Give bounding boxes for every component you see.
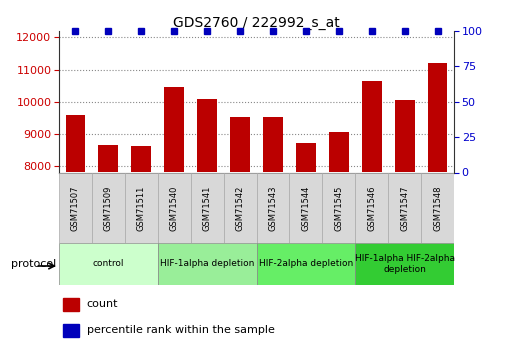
FancyBboxPatch shape xyxy=(191,172,224,243)
FancyBboxPatch shape xyxy=(59,243,158,285)
FancyBboxPatch shape xyxy=(355,172,388,243)
Bar xyxy=(197,99,217,172)
Bar xyxy=(296,143,315,172)
FancyBboxPatch shape xyxy=(256,172,289,243)
FancyBboxPatch shape xyxy=(355,243,454,285)
Text: control: control xyxy=(93,259,124,268)
FancyBboxPatch shape xyxy=(158,172,191,243)
FancyBboxPatch shape xyxy=(289,172,322,243)
Bar xyxy=(394,100,415,172)
Text: GSM71541: GSM71541 xyxy=(203,185,212,230)
Text: GSM71509: GSM71509 xyxy=(104,185,113,230)
Text: GSM71543: GSM71543 xyxy=(268,185,278,230)
Text: GSM71511: GSM71511 xyxy=(137,185,146,230)
Bar xyxy=(428,63,447,172)
Text: GSM71540: GSM71540 xyxy=(170,185,179,230)
Text: HIF-1alpha HIF-2alpha
depletion: HIF-1alpha HIF-2alpha depletion xyxy=(354,254,455,274)
Text: GSM71546: GSM71546 xyxy=(367,185,376,230)
FancyBboxPatch shape xyxy=(158,243,256,285)
Text: protocol: protocol xyxy=(11,259,56,269)
FancyBboxPatch shape xyxy=(92,172,125,243)
Text: GSM71542: GSM71542 xyxy=(235,185,245,230)
Bar xyxy=(63,298,79,310)
Text: count: count xyxy=(87,299,118,309)
FancyBboxPatch shape xyxy=(59,172,92,243)
Text: GSM71507: GSM71507 xyxy=(71,185,80,230)
FancyBboxPatch shape xyxy=(125,172,158,243)
Bar xyxy=(362,81,382,172)
FancyBboxPatch shape xyxy=(421,172,454,243)
Bar xyxy=(164,87,184,172)
FancyBboxPatch shape xyxy=(388,172,421,243)
Text: percentile rank within the sample: percentile rank within the sample xyxy=(87,325,274,335)
Bar xyxy=(329,132,349,172)
Text: HIF-1alpha depletion: HIF-1alpha depletion xyxy=(160,259,254,268)
Text: GSM71544: GSM71544 xyxy=(301,185,310,230)
Text: HIF-2alpha depletion: HIF-2alpha depletion xyxy=(259,259,353,268)
Text: GSM71548: GSM71548 xyxy=(433,185,442,230)
FancyBboxPatch shape xyxy=(256,243,355,285)
FancyBboxPatch shape xyxy=(322,172,355,243)
Bar xyxy=(230,117,250,172)
FancyBboxPatch shape xyxy=(224,172,256,243)
Text: GSM71547: GSM71547 xyxy=(400,185,409,230)
Text: GSM71545: GSM71545 xyxy=(334,185,343,230)
Title: GDS2760 / 222992_s_at: GDS2760 / 222992_s_at xyxy=(173,16,340,30)
Bar xyxy=(131,146,151,172)
Bar xyxy=(98,145,118,172)
Bar xyxy=(263,117,283,172)
Bar xyxy=(63,324,79,337)
Bar xyxy=(66,115,85,172)
